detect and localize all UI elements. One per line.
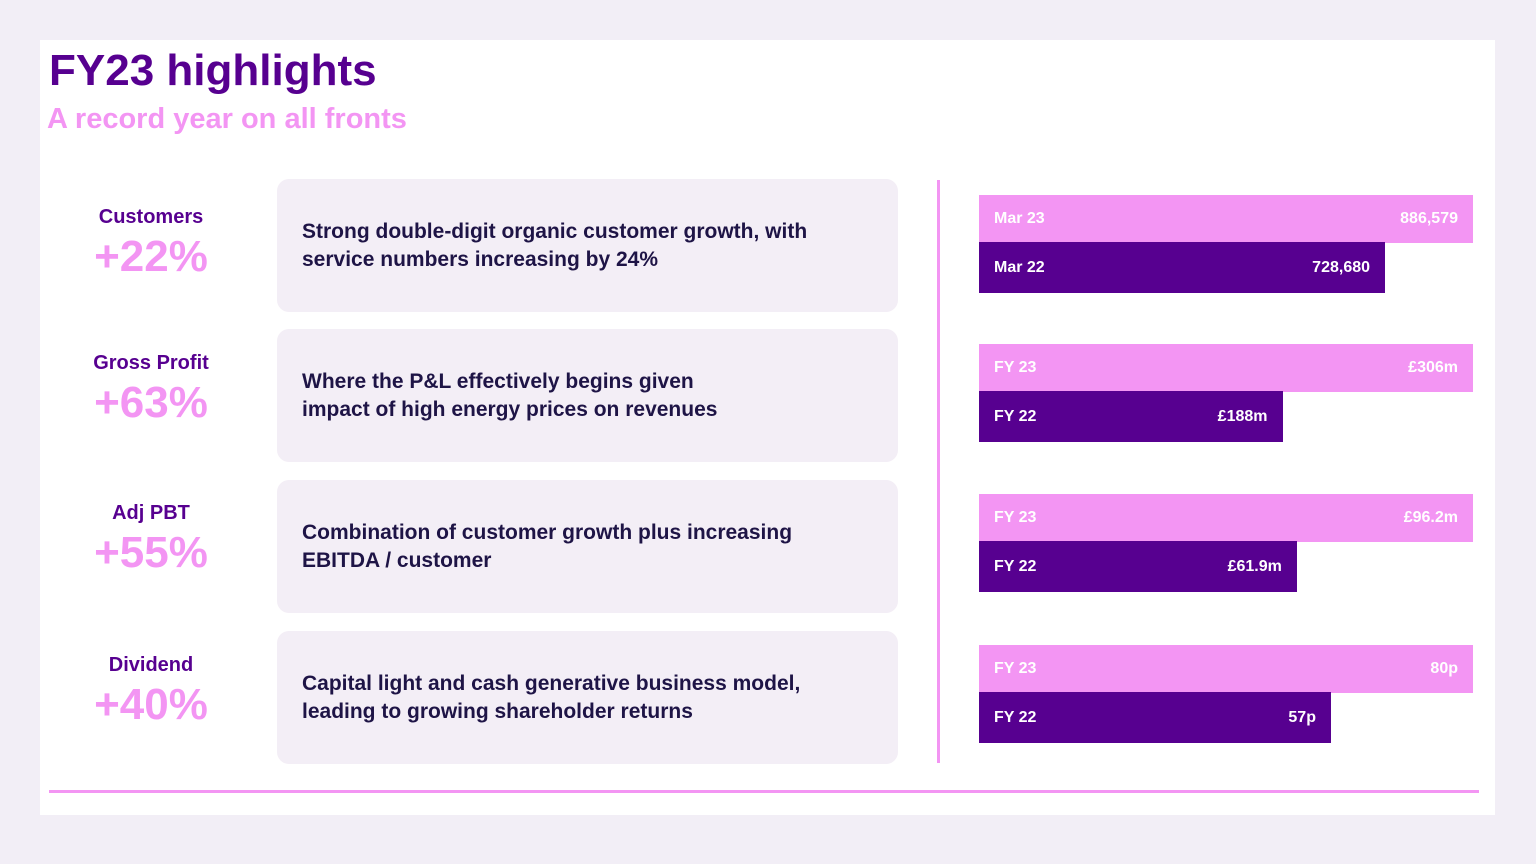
highlight-card: Combination of customer growth plus incr…	[277, 480, 898, 613]
page-title: FY23 highlights	[49, 46, 377, 95]
bar-category-label: Mar 22	[994, 258, 1045, 276]
bar-previous: FY 22 £188m	[979, 391, 1283, 442]
metric-change: +40%	[94, 680, 208, 729]
bar-category-label: FY 23	[994, 509, 1037, 526]
bar-value-label: 886,579	[1400, 210, 1458, 227]
highlight-text: Combination of customer growth plus incr…	[302, 520, 793, 572]
bar-current: FY 23 80p	[979, 645, 1473, 693]
bar-category-label: Mar 23	[994, 210, 1045, 227]
metric-label: Dividend	[108, 654, 194, 676]
metric-label: Adj PBT	[112, 502, 190, 524]
bar-category-label: FY 22	[994, 708, 1037, 726]
metric-dividend: Dividend +40%	[60, 654, 242, 729]
bar-value-label: 57p	[1288, 708, 1316, 726]
divider-vertical	[937, 180, 940, 763]
bar-current: FY 23 £96.2m	[979, 494, 1473, 542]
metric-change: +63%	[94, 378, 208, 427]
bar-previous: Mar 22 728,680	[979, 242, 1386, 293]
metric-customers: Customers +22%	[60, 206, 242, 281]
metric-change: +55%	[94, 528, 208, 577]
metric-label: Customers	[98, 206, 204, 228]
bar-category-label: FY 22	[994, 557, 1037, 575]
metric-change: +22%	[94, 232, 208, 281]
metric-label: Gross Profit	[93, 352, 209, 374]
bar-category-label: FY 23	[994, 660, 1037, 677]
bar-current: FY 23 £306m	[979, 344, 1473, 392]
divider-horizontal	[49, 790, 1479, 793]
bar-value-label: 728,680	[1312, 258, 1371, 276]
metric-adj-pbt: Adj PBT +55%	[60, 502, 242, 577]
highlight-card: Capital light and cash generative busine…	[277, 631, 898, 764]
metric-gross-profit: Gross Profit +63%	[60, 352, 242, 427]
bar-previous: FY 22 £61.9m	[979, 541, 1297, 592]
highlight-card: Strong double-digit organic customer gro…	[277, 179, 898, 312]
bar-value-label: £306m	[1408, 359, 1458, 376]
bar-current: Mar 23 886,579	[979, 195, 1473, 243]
bar-value-label: £61.9m	[1227, 557, 1282, 575]
highlight-text: Capital light and cash generative busine…	[302, 671, 801, 723]
bar-value-label: £96.2m	[1403, 509, 1458, 526]
bar-value-label: £188m	[1217, 407, 1268, 425]
bar-category-label: FY 23	[994, 359, 1037, 376]
bar-category-label: FY 22	[994, 407, 1037, 425]
highlight-text: Where the P&L effectively begins given i…	[302, 369, 718, 421]
highlight-card: Where the P&L effectively begins given i…	[277, 329, 898, 462]
bar-value-label: 80p	[1430, 660, 1458, 677]
highlight-text: Strong double-digit organic customer gro…	[302, 219, 808, 271]
page-subtitle: A record year on all fronts	[47, 103, 407, 135]
bar-previous: FY 22 57p	[979, 692, 1331, 743]
